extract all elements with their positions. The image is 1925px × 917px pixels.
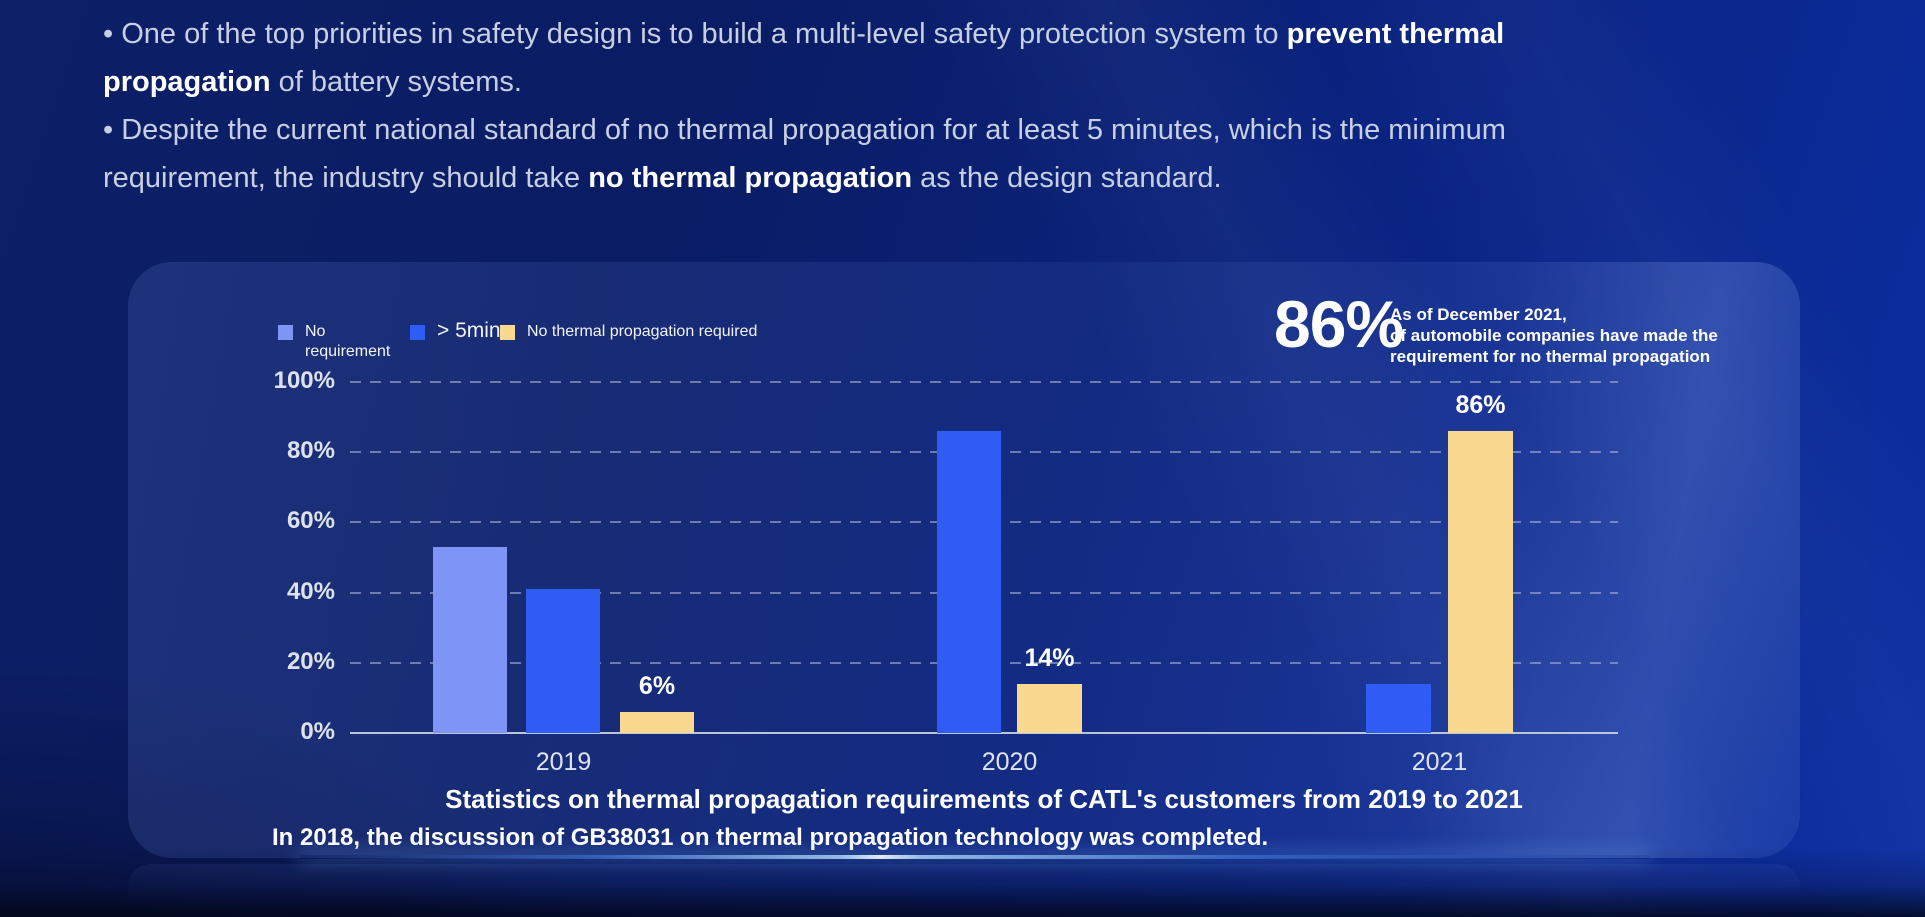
legend-swatch xyxy=(410,325,425,340)
intro-text-segment: of battery systems. xyxy=(270,66,522,98)
y-tick-label: 60% xyxy=(286,507,335,535)
bar-value-label: 14% xyxy=(1024,644,1075,672)
intro-text-segment: prevent thermal xyxy=(1286,18,1505,50)
y-tick-label: 0% xyxy=(300,718,335,745)
y-tick-label: 40% xyxy=(286,577,335,605)
legend-item: No thermal propagation required xyxy=(500,322,920,342)
intro-text-segment: • Despite the current national standard … xyxy=(103,114,1506,146)
bar xyxy=(1366,684,1431,733)
callout-description: As of December 2021, of automobile compan… xyxy=(1390,304,1790,367)
intro-line: • One of the top priorities in safety de… xyxy=(103,10,1823,58)
bar xyxy=(526,589,600,733)
x-category-label: 2019 xyxy=(535,748,592,776)
intro-line: • Despite the current national standard … xyxy=(103,106,1823,154)
legend-swatch xyxy=(500,325,515,340)
intro-text-segment: requirement, the industry should take xyxy=(103,162,589,194)
x-axis-line xyxy=(350,732,1618,734)
y-tick-label: 80% xyxy=(286,437,335,465)
legend-label: No thermal propagation required xyxy=(527,323,758,340)
bar xyxy=(1017,684,1082,733)
intro-line: propagation of battery systems. xyxy=(103,58,1823,106)
chart-title: Statistics on thermal propagation requir… xyxy=(445,784,1523,814)
bar xyxy=(937,431,1001,733)
intro-bullets: • One of the top priorities in safety de… xyxy=(103,10,1823,202)
y-tick-label: 100% xyxy=(273,367,335,394)
legend-item: No requirement xyxy=(278,322,390,362)
callout-line: of automobile companies have made the xyxy=(1390,326,1718,345)
intro-text-segment: no thermal propagation xyxy=(588,162,913,194)
x-category-label: 2021 xyxy=(1411,748,1468,776)
bar xyxy=(1448,431,1513,733)
callout-line: As of December 2021, xyxy=(1390,305,1567,324)
y-tick-label: 20% xyxy=(286,647,335,675)
bar xyxy=(620,712,694,733)
intro-text-segment: propagation xyxy=(103,66,271,98)
callout-line: requirement for no thermal propagation xyxy=(1390,347,1711,366)
bar-value-label: 6% xyxy=(638,672,676,700)
x-category-label: 2020 xyxy=(981,748,1038,776)
legend-swatch xyxy=(278,325,293,340)
callout-percentage: 86% xyxy=(1274,287,1404,361)
bar xyxy=(433,547,507,733)
bar-value-label: 86% xyxy=(1455,391,1506,419)
grid-line xyxy=(350,381,1618,383)
legend-label: > 5min xyxy=(437,319,501,342)
panel-reflection xyxy=(128,864,1800,910)
intro-text-segment: as the design standard. xyxy=(912,162,1222,194)
intro-text-segment: • One of the top priorities in safety de… xyxy=(103,18,1287,50)
chart-panel: No requirement > 5min No thermal propagati… xyxy=(128,262,1800,858)
legend-label: No requirement xyxy=(305,323,391,360)
intro-line: requirement, the industry should take no… xyxy=(103,154,1823,202)
panel-glow-line xyxy=(300,855,1650,859)
chart-footnote: In 2018, the discussion of GB38031 on th… xyxy=(272,824,1269,851)
legend-item: > 5min xyxy=(410,319,570,342)
